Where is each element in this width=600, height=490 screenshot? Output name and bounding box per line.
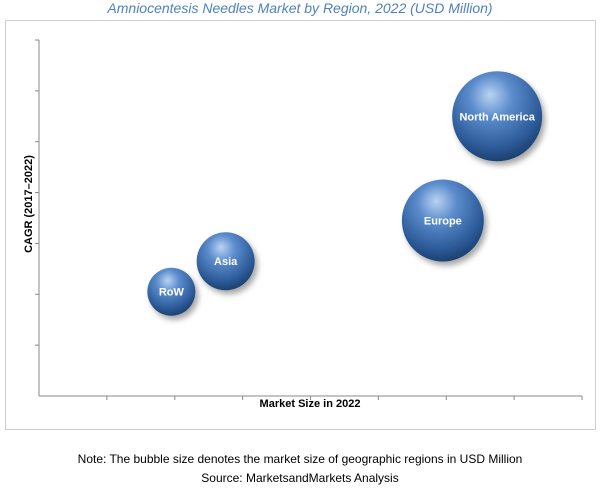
bubble-europe [401,179,484,262]
source-text: Source: MarketsandMarkets Analysis [201,471,399,485]
bubble-north-america [452,71,543,162]
bubble-label-row: RoW [159,287,185,299]
x-axis-label: Market Size in 2022 [259,398,361,410]
chart-title: Amniocentesis Needles Market by Region, … [107,0,493,16]
bubble-asia [196,232,255,291]
note-text: Note: The bubble size denotes the market… [77,452,523,466]
bubble-label-europe: Europe [424,216,462,228]
chart-frame [5,20,596,430]
bubbles: RoW Asia Europe North America [147,71,543,316]
bubble-label-asia: Asia [214,256,238,268]
bubble-label-north-america: North America [459,111,535,123]
y-axis-label: CAGR (2017–2022) [23,155,35,253]
bubble-row [147,267,196,316]
axes [35,39,583,400]
